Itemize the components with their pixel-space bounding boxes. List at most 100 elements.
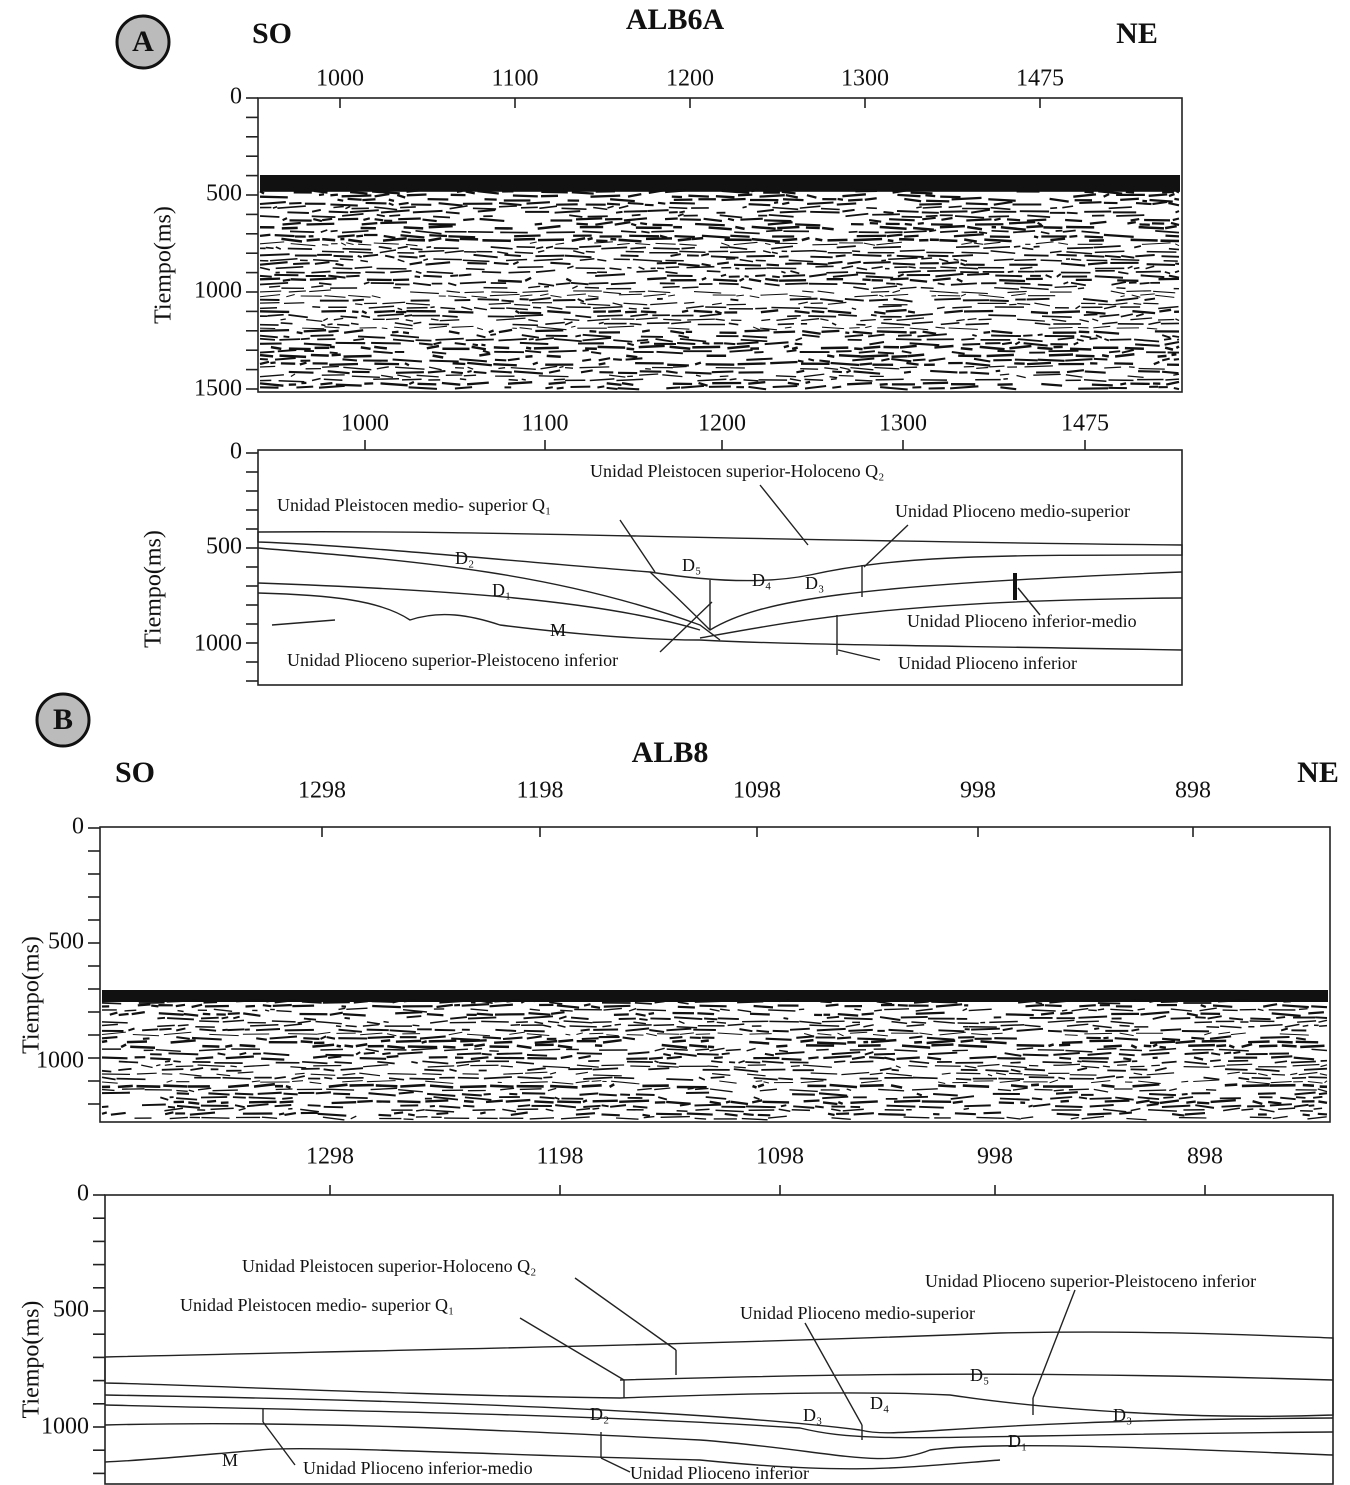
y-tick-label: 1000 xyxy=(194,631,242,657)
seismic-trace xyxy=(259,373,1180,379)
unit-label: Unidad Plioceno medio-superior xyxy=(740,1303,975,1323)
seismic-trace xyxy=(101,1035,1306,1042)
seismic-trace xyxy=(259,365,1165,371)
x-tick-label: 1298 xyxy=(298,778,346,804)
seismic-trace xyxy=(259,200,1180,207)
horizons-a xyxy=(257,484,1183,661)
y-tick-label: 1000 xyxy=(41,1414,89,1440)
x-tick-label: 898 xyxy=(1187,1144,1223,1170)
seismic-trace xyxy=(164,1107,1323,1113)
x-tick-label: 1300 xyxy=(879,411,927,437)
seismic-trace xyxy=(259,253,1180,259)
seismic-trace xyxy=(259,333,1180,339)
seismic-trace xyxy=(101,1091,1328,1097)
x-tick-label: 1200 xyxy=(698,411,746,437)
seismic-trace xyxy=(259,281,1161,287)
seismic-trace xyxy=(282,220,1180,227)
seismic-trace xyxy=(259,212,1145,219)
seismic-trace xyxy=(118,1059,1328,1065)
unit-label: D₄ xyxy=(870,1393,889,1413)
seismic-trace xyxy=(259,260,1180,267)
x-tick-label: 1475 xyxy=(1016,66,1064,92)
seismic-trace xyxy=(259,192,1175,199)
direction-left: SO xyxy=(115,756,155,789)
seismic-trace xyxy=(101,1002,1328,1009)
seismic-trace xyxy=(259,336,1180,343)
seismic-trace xyxy=(259,293,1175,299)
seismic-trace xyxy=(101,1111,1328,1118)
seismic-frame xyxy=(99,826,1331,1123)
seismic-trace xyxy=(259,276,1180,283)
seismic-trace xyxy=(101,1103,1315,1109)
unit-label: D₄ xyxy=(752,570,771,590)
unit-label: D₅ xyxy=(970,1365,989,1385)
unit-label: Unidad Pleistocen superior-Holoceno Q₂ xyxy=(242,1256,536,1276)
y-tick-label: 500 xyxy=(48,929,84,955)
x-tick-label: 998 xyxy=(960,778,996,804)
seismic-trace xyxy=(109,1010,1324,1018)
y-tick-label: 500 xyxy=(206,181,242,207)
seismic-trace xyxy=(337,196,1180,203)
unit-label: D₂ xyxy=(455,548,474,568)
unit-label: Unidad Pleistocen medio- superior Q₁ xyxy=(277,495,551,515)
y-axis-label: Tiempo(ms) xyxy=(151,206,177,324)
unit-label: Unidad Plioceno inferior xyxy=(630,1463,809,1483)
unit-label: Unidad Plioceno superior-Pleistoceno inf… xyxy=(925,1271,1256,1291)
seismic-trace xyxy=(259,297,1156,303)
y-tick-label: 1000 xyxy=(36,1048,84,1074)
seismic-trace xyxy=(289,229,1180,235)
unit-label: Unidad Plioceno inferior-medio xyxy=(303,1458,533,1478)
seismic-trace xyxy=(259,188,1180,195)
seismic-trace xyxy=(287,208,1180,215)
x-tick-label: 1100 xyxy=(491,66,538,92)
seismic-trace xyxy=(101,1027,1307,1033)
seismic-trace xyxy=(259,272,1180,279)
x-tick-label: 898 xyxy=(1175,778,1211,804)
seismic-trace xyxy=(259,313,1144,319)
x-tick-label: 1098 xyxy=(733,778,781,804)
x-tick-label: 1198 xyxy=(536,1144,583,1170)
seismic-trace xyxy=(281,236,1180,244)
seismic-trace xyxy=(269,285,1180,291)
seismic-trace xyxy=(259,380,1180,387)
seismic-section xyxy=(101,990,1328,1121)
panel-badge xyxy=(115,14,171,70)
y-axis-label: Tiempo(ms) xyxy=(19,1301,45,1419)
seismic-trace xyxy=(259,360,1180,367)
seismic-trace xyxy=(259,340,1180,347)
panel-badge xyxy=(35,692,91,748)
unit-label: Unidad Plioceno inferior xyxy=(898,653,1077,673)
horizons-b xyxy=(104,1277,1334,1473)
unit-label: Unidad Plioceno superior-Pleistoceno inf… xyxy=(287,650,618,670)
seismic-trace xyxy=(101,999,1291,1005)
unit-label: M xyxy=(550,620,566,640)
unit-label: D₃ xyxy=(803,1405,822,1425)
x-tick-label: 1298 xyxy=(306,1144,354,1170)
seismic-section xyxy=(259,175,1180,391)
seismic-trace xyxy=(259,233,1180,239)
seismic-trace xyxy=(259,224,1177,231)
seismic-trace xyxy=(101,1087,1328,1093)
seismic-trace xyxy=(259,352,1177,359)
x-tick-label: 1098 xyxy=(756,1144,804,1170)
seismic-trace xyxy=(259,384,1180,391)
x-tick-label: 998 xyxy=(977,1144,1013,1170)
seismic-trace xyxy=(259,265,1155,271)
y-axis-label: Tiempo(ms) xyxy=(141,530,167,648)
seismic-trace xyxy=(101,1075,1328,1081)
unit-label: D₁ xyxy=(492,580,511,600)
seismic-trace xyxy=(259,257,1178,263)
seismic-trace xyxy=(259,289,1176,295)
seismic-trace xyxy=(275,269,1180,275)
seismic-trace xyxy=(259,305,1179,311)
seismic-trace xyxy=(134,1115,1327,1121)
direction-right: NE xyxy=(1297,756,1339,789)
seismic-trace xyxy=(160,1095,1323,1101)
y-tick-label: 0 xyxy=(77,1181,89,1207)
seismic-trace xyxy=(280,317,1180,323)
direction-right: NE xyxy=(1116,17,1158,50)
seismic-trace xyxy=(259,328,1180,335)
unit-label: Unidad Pleistocen medio- superior Q₁ xyxy=(180,1295,454,1315)
interpretation-frame xyxy=(104,1194,1334,1485)
